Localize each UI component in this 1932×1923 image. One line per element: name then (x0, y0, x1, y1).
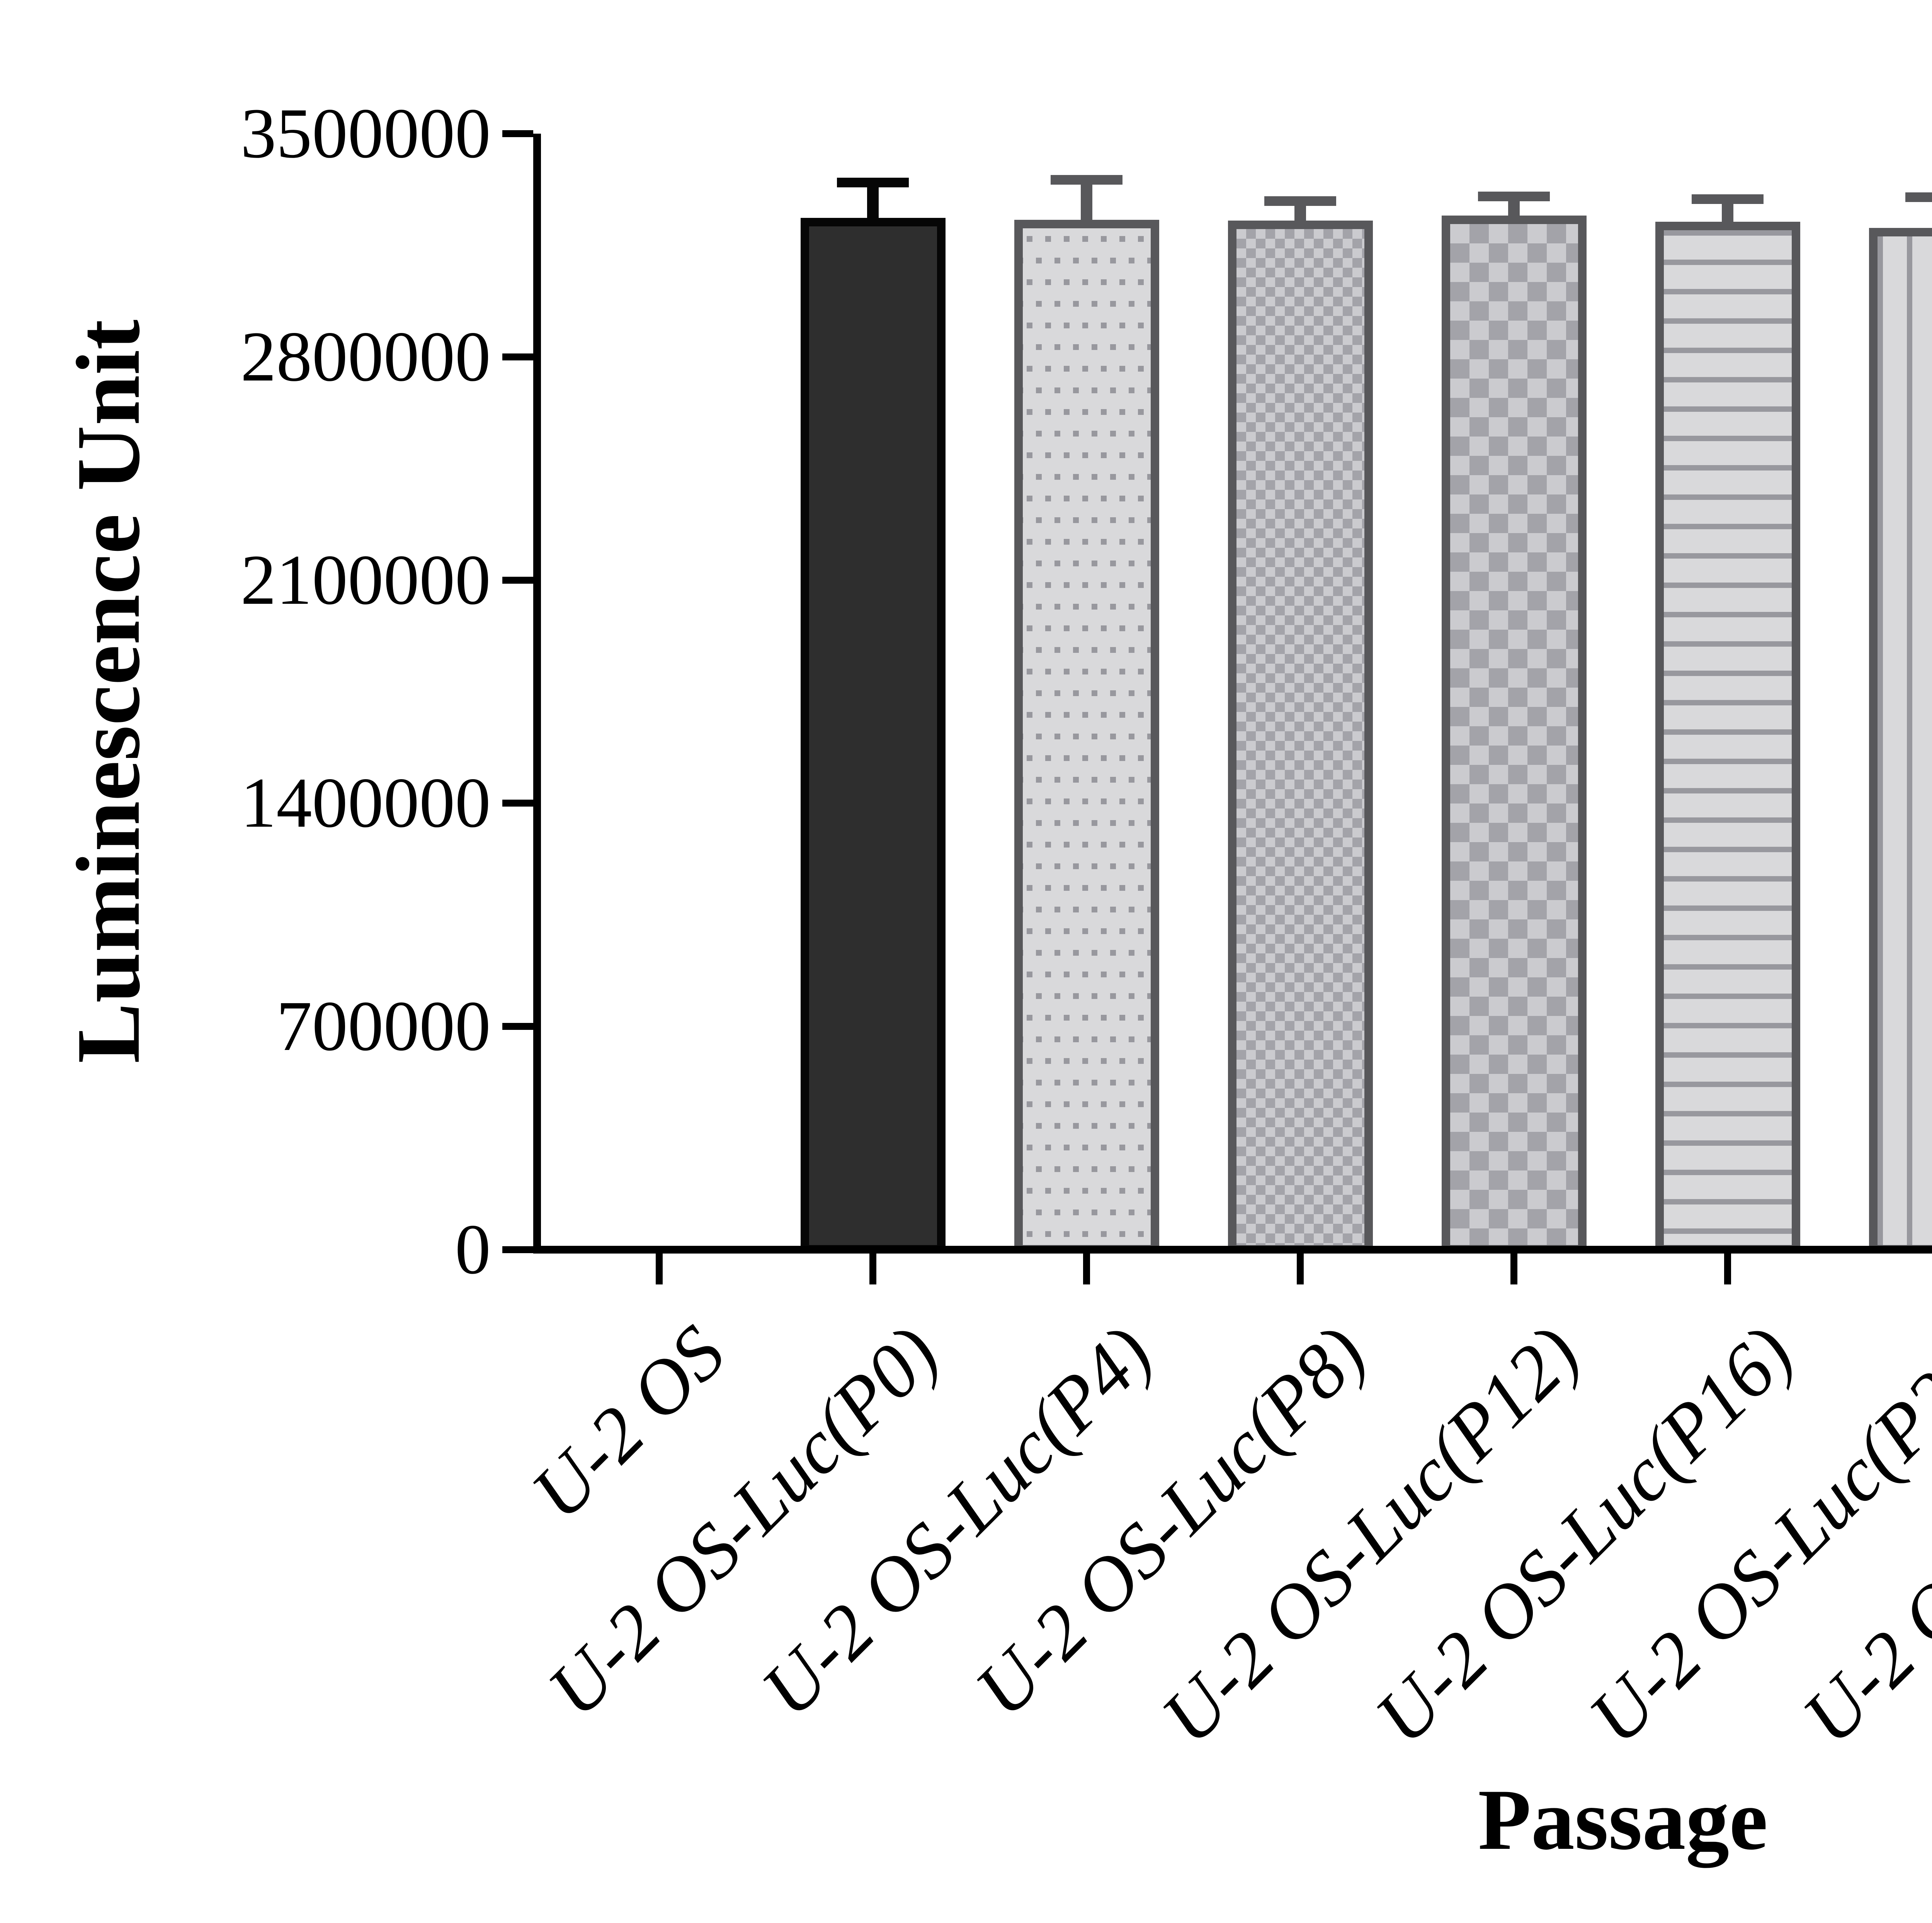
y-axis-line (533, 134, 541, 1254)
error-bar-cap (1478, 191, 1550, 201)
y-tick-label: 700000 (276, 987, 491, 1066)
x-axis-line (533, 1246, 1932, 1254)
bar-u-2-os-luc-p8- (1228, 220, 1373, 1254)
x-axis-tick (656, 1254, 663, 1284)
y-axis-tick (502, 130, 533, 137)
error-bar-cap (1692, 194, 1764, 204)
error-bar-cap (1264, 196, 1336, 206)
x-axis-tick (1724, 1254, 1731, 1284)
y-axis-tick (502, 800, 533, 807)
y-tick-label: 3500000 (240, 94, 491, 173)
y-axis-tick (502, 1246, 533, 1253)
bar-u-2-os-luc-p0- (800, 217, 946, 1254)
y-tick-label: 2800000 (240, 317, 491, 396)
x-category-label: U-2 OS-Luc(P0) (532, 1310, 955, 1733)
y-axis-tick (502, 1023, 533, 1030)
x-axis-tick (869, 1254, 876, 1284)
error-bar-cap (1051, 175, 1122, 185)
error-bar-stem (867, 187, 879, 223)
y-tick-label: 2100000 (240, 540, 491, 620)
bar-u-2-os-luc-p4- (1014, 219, 1159, 1254)
y-axis-tick (502, 353, 533, 360)
bar-u-2-os-luc-p16- (1655, 221, 1800, 1254)
y-tick-label: 0 (455, 1210, 491, 1289)
x-category-label: U-2 OS-Luc(P8) (959, 1310, 1383, 1733)
x-category-label: U-2 OS-Luc(P4) (745, 1310, 1169, 1733)
x-axis-tick (1083, 1254, 1090, 1284)
error-bar-cap (837, 178, 909, 188)
x-axis-tick (1510, 1254, 1517, 1284)
x-axis-title: Passage (1478, 1771, 1768, 1868)
bar-u-2-os-luc-p12- (1441, 216, 1587, 1254)
y-axis-tick (502, 576, 533, 584)
y-tick-label: 1400000 (240, 763, 491, 843)
error-bar-cap (1905, 192, 1932, 202)
y-axis-title: Luminescence Unit (58, 319, 158, 1063)
x-axis-tick (1297, 1254, 1304, 1284)
error-bar-stem (1081, 185, 1092, 224)
bar-u-2-os-luc-p20- (1869, 228, 1932, 1254)
